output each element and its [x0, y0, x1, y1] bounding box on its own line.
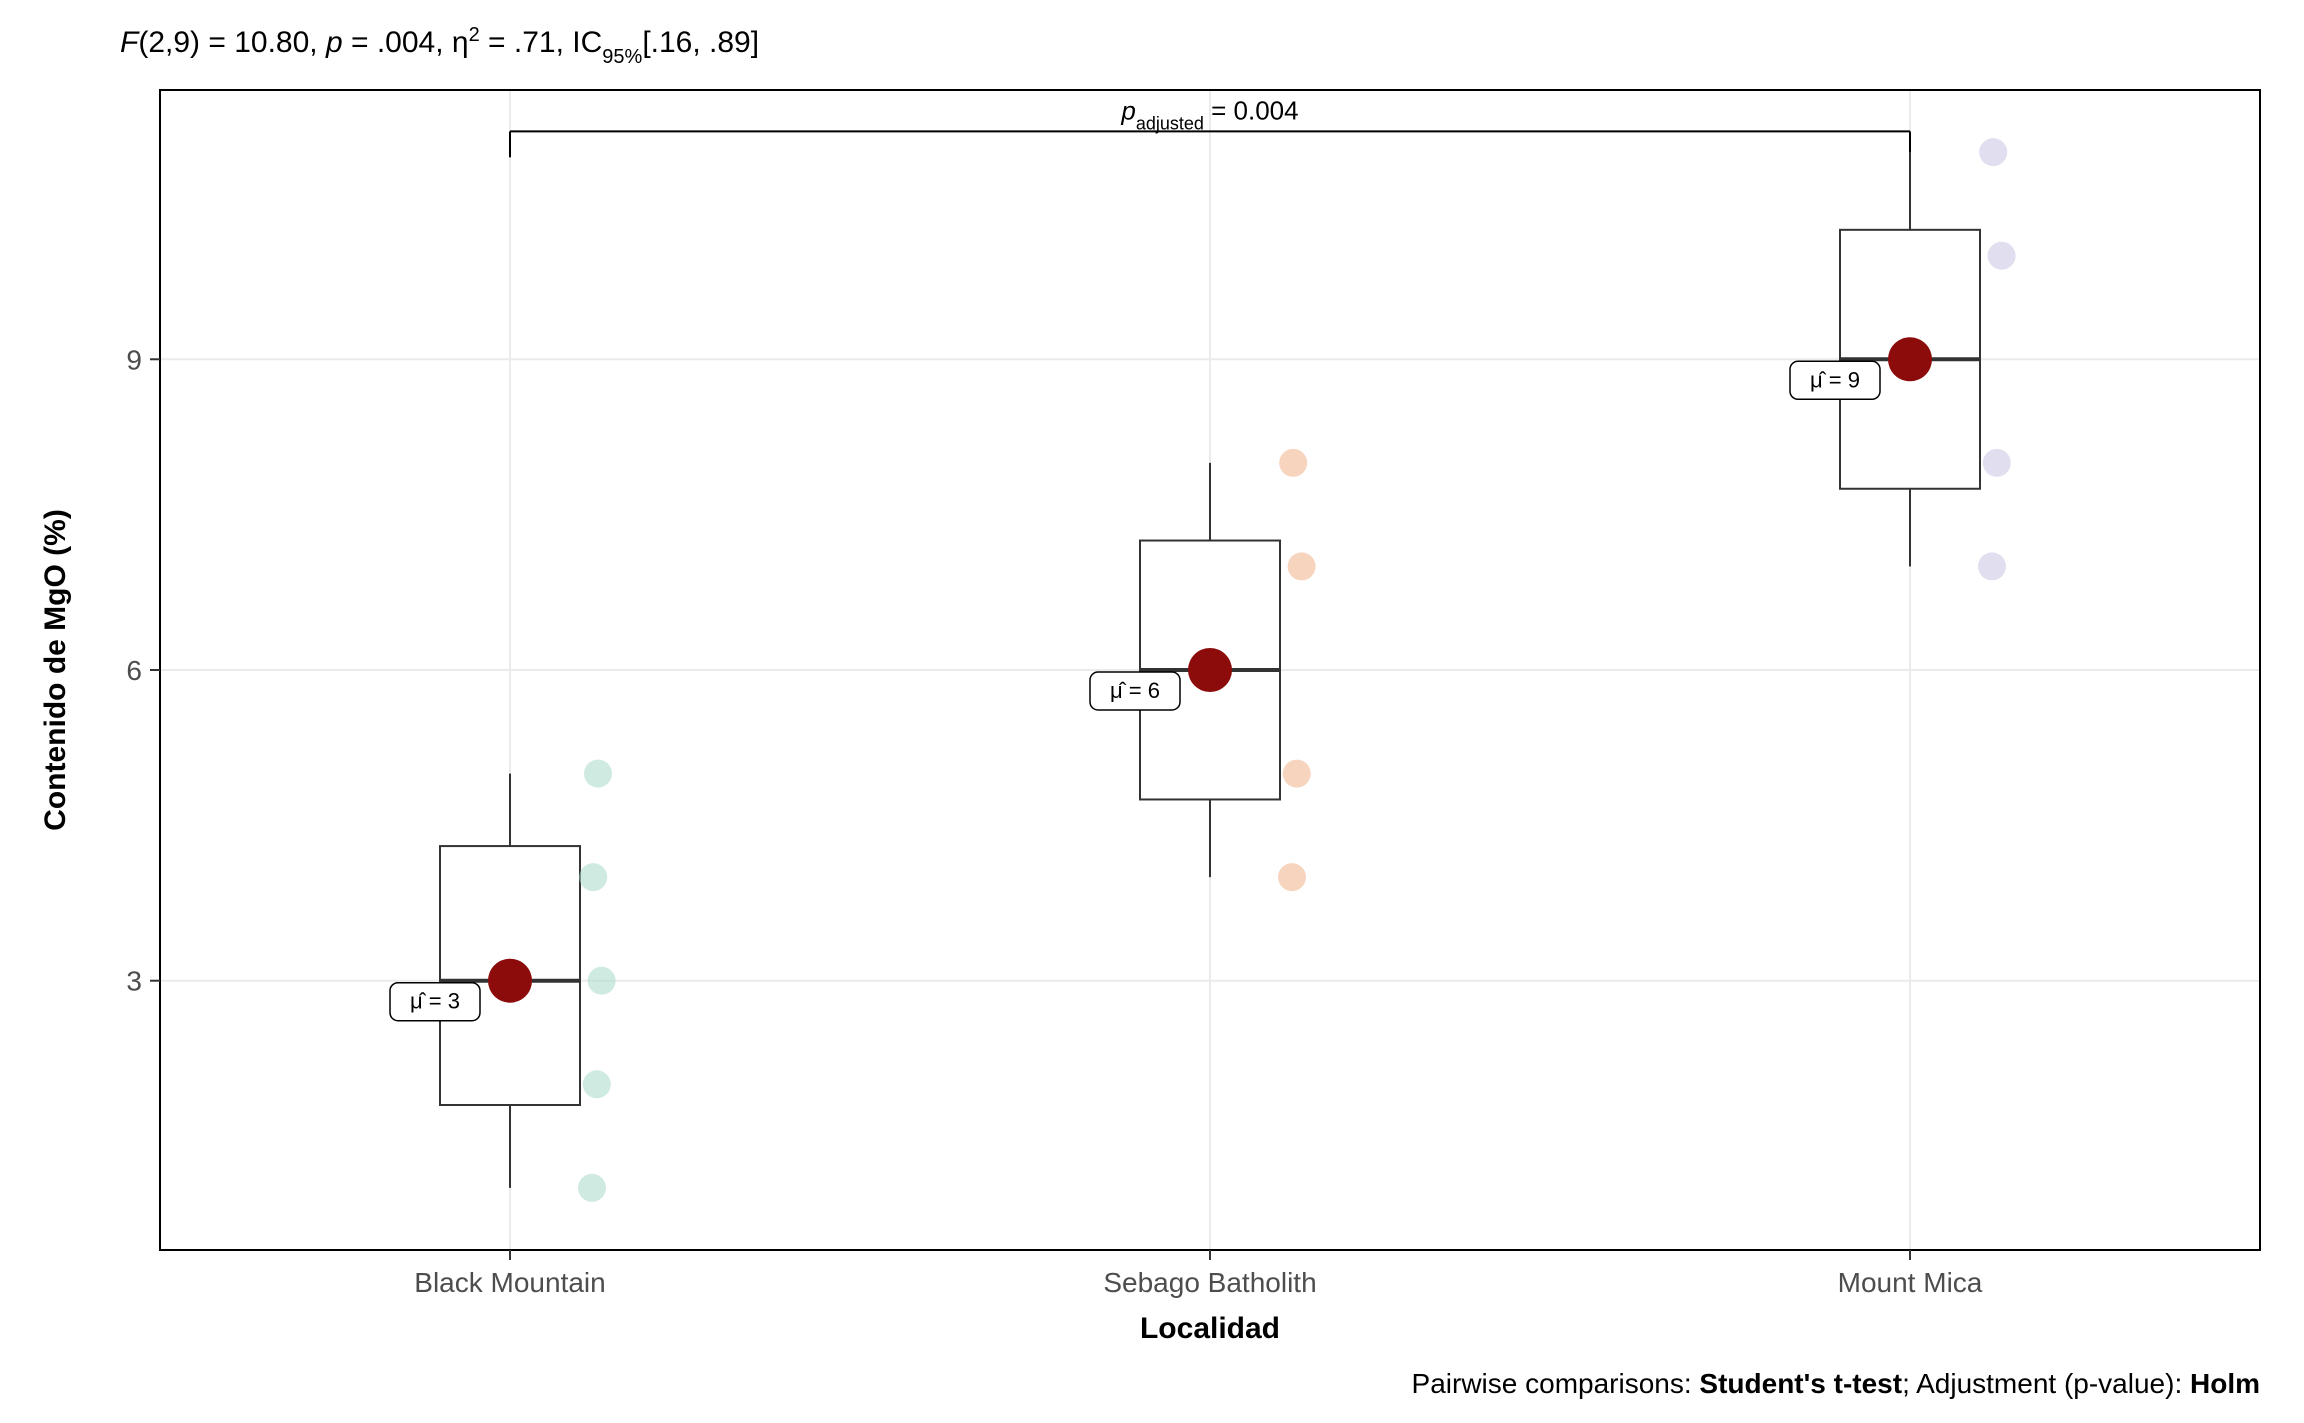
svg-text:Pairwise comparisons: Student': Pairwise comparisons: Student's t-test; …	[1412, 1368, 2260, 1399]
svg-text:μ̂ = 9: μ̂ = 9	[1810, 367, 1860, 392]
svg-text:F(2,9) = 10.80, p = .004, η2 =: F(2,9) = 10.80, p = .004, η2 = .71, IC95…	[120, 24, 759, 68]
svg-text:Localidad: Localidad	[1140, 1312, 1280, 1345]
svg-text:Mount Mica: Mount Mica	[1838, 1267, 1983, 1298]
svg-text:μ̂ = 6: μ̂ = 6	[1110, 678, 1160, 703]
svg-text:6: 6	[126, 655, 142, 686]
svg-text:μ̂ = 3: μ̂ = 3	[410, 989, 460, 1014]
svg-text:3: 3	[126, 966, 142, 997]
svg-text:Sebago Batholith: Sebago Batholith	[1103, 1267, 1316, 1298]
svg-text:Contenido de MgO (%): Contenido de MgO (%)	[39, 509, 72, 831]
svg-text:9: 9	[126, 344, 142, 375]
svg-text:Black Mountain: Black Mountain	[414, 1267, 605, 1298]
